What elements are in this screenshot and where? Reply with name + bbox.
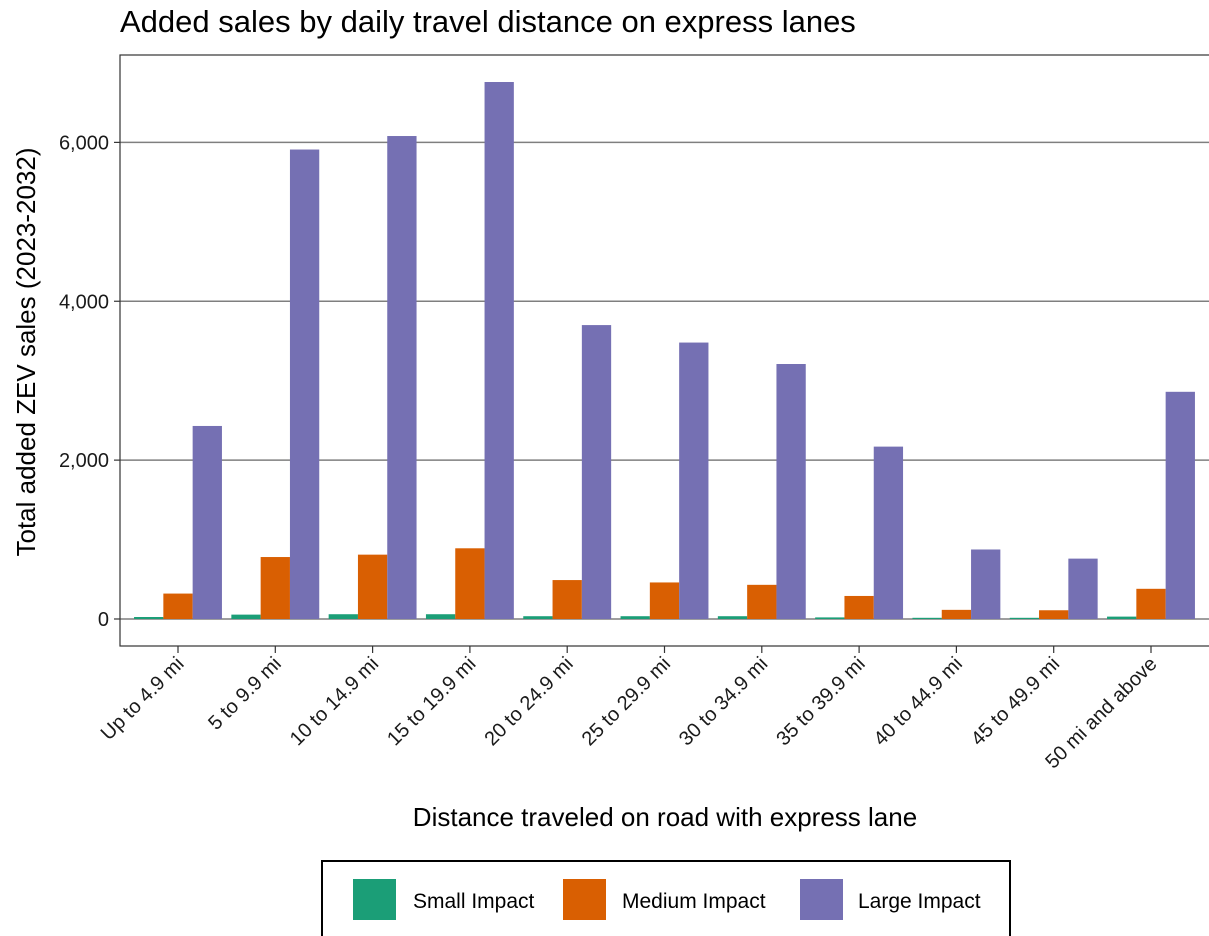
x-tick-label: 25 to 29.9 mi bbox=[578, 653, 675, 750]
x-tick-label: 5 to 9.9 mi bbox=[204, 653, 286, 735]
bar-medium-impact bbox=[747, 584, 777, 619]
legend-swatch bbox=[800, 879, 843, 920]
bar-medium-impact bbox=[1039, 610, 1069, 619]
bar-large-impact bbox=[873, 446, 904, 619]
legend-swatch bbox=[353, 879, 396, 920]
bar-medium-impact bbox=[1136, 588, 1166, 619]
bar-small-impact bbox=[328, 614, 358, 619]
bar-medium-impact bbox=[844, 595, 874, 619]
legend-label: Small Impact bbox=[413, 890, 535, 913]
bar-large-impact bbox=[192, 425, 222, 619]
bar-large-impact bbox=[387, 136, 417, 619]
bar-small-impact bbox=[1009, 617, 1040, 619]
y-axis-title: Total added ZEV sales (2023-2032) bbox=[11, 147, 41, 556]
x-axis-title: Distance traveled on road with express l… bbox=[413, 802, 917, 832]
bar-small-impact bbox=[523, 616, 553, 619]
legend-swatch bbox=[563, 879, 606, 920]
bar-large-impact bbox=[1068, 558, 1098, 619]
bar-medium-impact bbox=[163, 593, 193, 619]
y-axis-ticks: 0 2,000 4,000 6,000 bbox=[59, 132, 120, 631]
x-axis-ticks: Up to 4.9 mi 5 to 9.9 mi 10 to 14.9 mi 15 t… bbox=[97, 646, 1162, 773]
bar-small-impact bbox=[134, 617, 164, 619]
legend-label: Large Impact bbox=[858, 890, 981, 913]
bar-large-impact bbox=[971, 549, 1001, 619]
legend-box bbox=[321, 860, 1011, 936]
bar-large-impact bbox=[581, 325, 612, 619]
x-tick-label: 20 to 24.9 mi bbox=[480, 653, 577, 750]
legend-items: Small Impact Medium Impact Large Impact bbox=[353, 879, 981, 920]
x-tick-label: 40 to 44.9 mi bbox=[870, 653, 967, 750]
bar-small-impact bbox=[815, 617, 845, 619]
bar-large-impact bbox=[484, 82, 514, 619]
y-tick-label: 2,000 bbox=[59, 450, 109, 472]
bar-large-impact bbox=[776, 364, 806, 619]
chart-title: Added sales by daily travel distance on … bbox=[120, 4, 856, 39]
x-tick-label: 35 to 39.9 mi bbox=[772, 653, 869, 750]
gridlines bbox=[120, 141, 1209, 620]
bar-small-impact bbox=[425, 614, 456, 619]
bar-small-impact bbox=[620, 616, 650, 619]
bars bbox=[134, 82, 1195, 619]
bar-small-impact bbox=[231, 614, 261, 619]
x-tick-label: 15 to 19.9 mi bbox=[383, 653, 480, 750]
x-tick-label: Up to 4.9 mi bbox=[97, 653, 189, 745]
bar-large-impact bbox=[1165, 391, 1195, 619]
bar-medium-impact bbox=[357, 554, 388, 619]
x-tick-label: 45 to 49.9 mi bbox=[967, 653, 1064, 750]
legend: Small Impact Medium Impact Large Impact bbox=[321, 860, 1011, 936]
y-tick-label: 0 bbox=[98, 609, 109, 631]
legend-label: Medium Impact bbox=[622, 890, 766, 913]
plot-panel-border bbox=[119, 54, 1209, 647]
bar-medium-impact bbox=[941, 609, 972, 619]
x-tick-label: 10 to 14.9 mi bbox=[286, 653, 383, 750]
bar-medium-impact bbox=[649, 582, 680, 619]
bar-large-impact bbox=[679, 342, 709, 619]
y-tick-label: 4,000 bbox=[59, 291, 109, 313]
bar-small-impact bbox=[912, 617, 942, 619]
bar-medium-impact bbox=[260, 557, 290, 619]
y-tick-label: 6,000 bbox=[59, 132, 109, 154]
bar-medium-impact bbox=[455, 548, 485, 619]
bar-small-impact bbox=[717, 616, 748, 619]
bar-medium-impact bbox=[552, 580, 582, 619]
bar-large-impact bbox=[289, 149, 320, 619]
bar-small-impact bbox=[1107, 616, 1137, 619]
x-tick-label: 30 to 34.9 mi bbox=[675, 653, 772, 750]
